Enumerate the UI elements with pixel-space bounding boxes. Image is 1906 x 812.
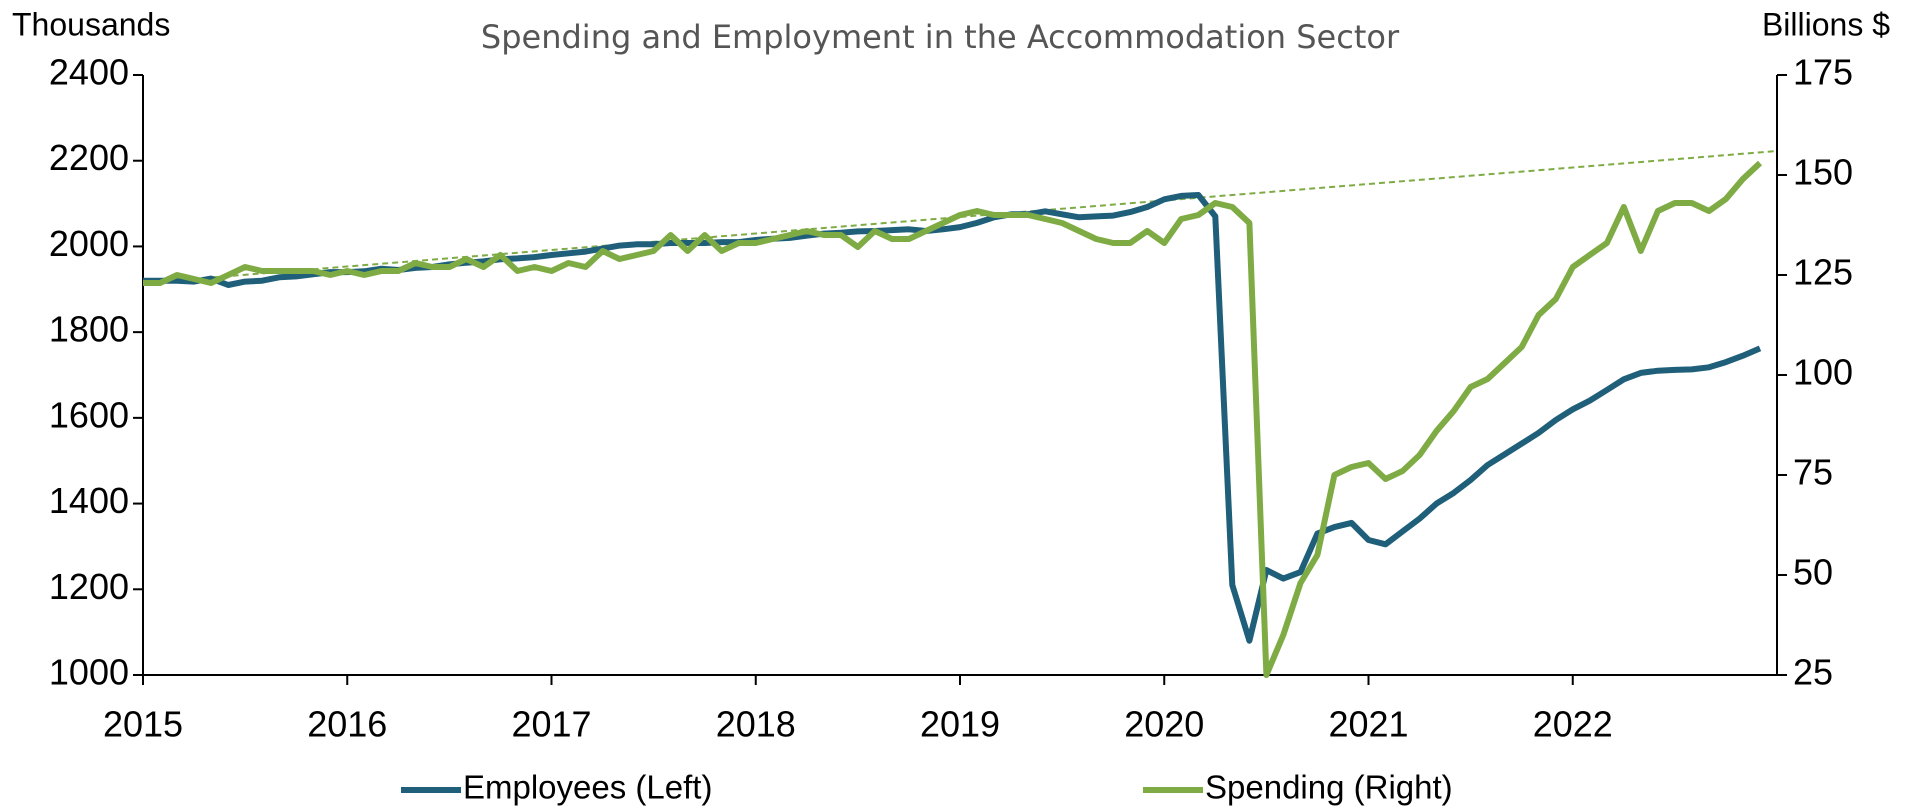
y-tick-label: 2400 [49, 52, 129, 93]
y-tick-label: 1400 [49, 480, 129, 521]
y2-tick-label: 50 [1793, 552, 1833, 593]
y2-tick-label: 25 [1793, 652, 1833, 693]
chart-title: Spending and Employment in the Accommoda… [481, 18, 1400, 56]
x-tick-label: 2020 [1124, 704, 1204, 745]
y-axis-label: Thousands [12, 6, 170, 42]
y2-tick-label: 75 [1793, 452, 1833, 493]
y-tick-label: 1200 [49, 566, 129, 607]
series-line [143, 160, 1763, 678]
x-tick-label: 2018 [716, 704, 796, 745]
x-tick-label: 2021 [1328, 704, 1408, 745]
x-tick-label: 2016 [307, 704, 387, 745]
x-tick-label: 2022 [1533, 704, 1613, 745]
y2-tick-label: 175 [1793, 52, 1853, 93]
y-tick-label: 2000 [49, 223, 129, 264]
y2-axis-label: Billions $ [1762, 6, 1890, 42]
y2-tick-label: 100 [1793, 352, 1853, 393]
x-tick-label: 2019 [920, 704, 1000, 745]
legend-label: Spending (Right) [1205, 769, 1453, 806]
y-tick-label: 1600 [49, 394, 129, 435]
y2-tick-label: 125 [1793, 252, 1853, 293]
x-tick-label: 2017 [511, 704, 591, 745]
legend-label: Employees (Left) [463, 769, 712, 806]
y-tick-label: 1800 [49, 309, 129, 350]
x-tick-label: 2015 [103, 704, 183, 745]
y-tick-label: 1000 [49, 652, 129, 693]
series-line [143, 192, 1762, 644]
y2-tick-label: 150 [1793, 152, 1853, 193]
y-tick-label: 2200 [49, 137, 129, 178]
